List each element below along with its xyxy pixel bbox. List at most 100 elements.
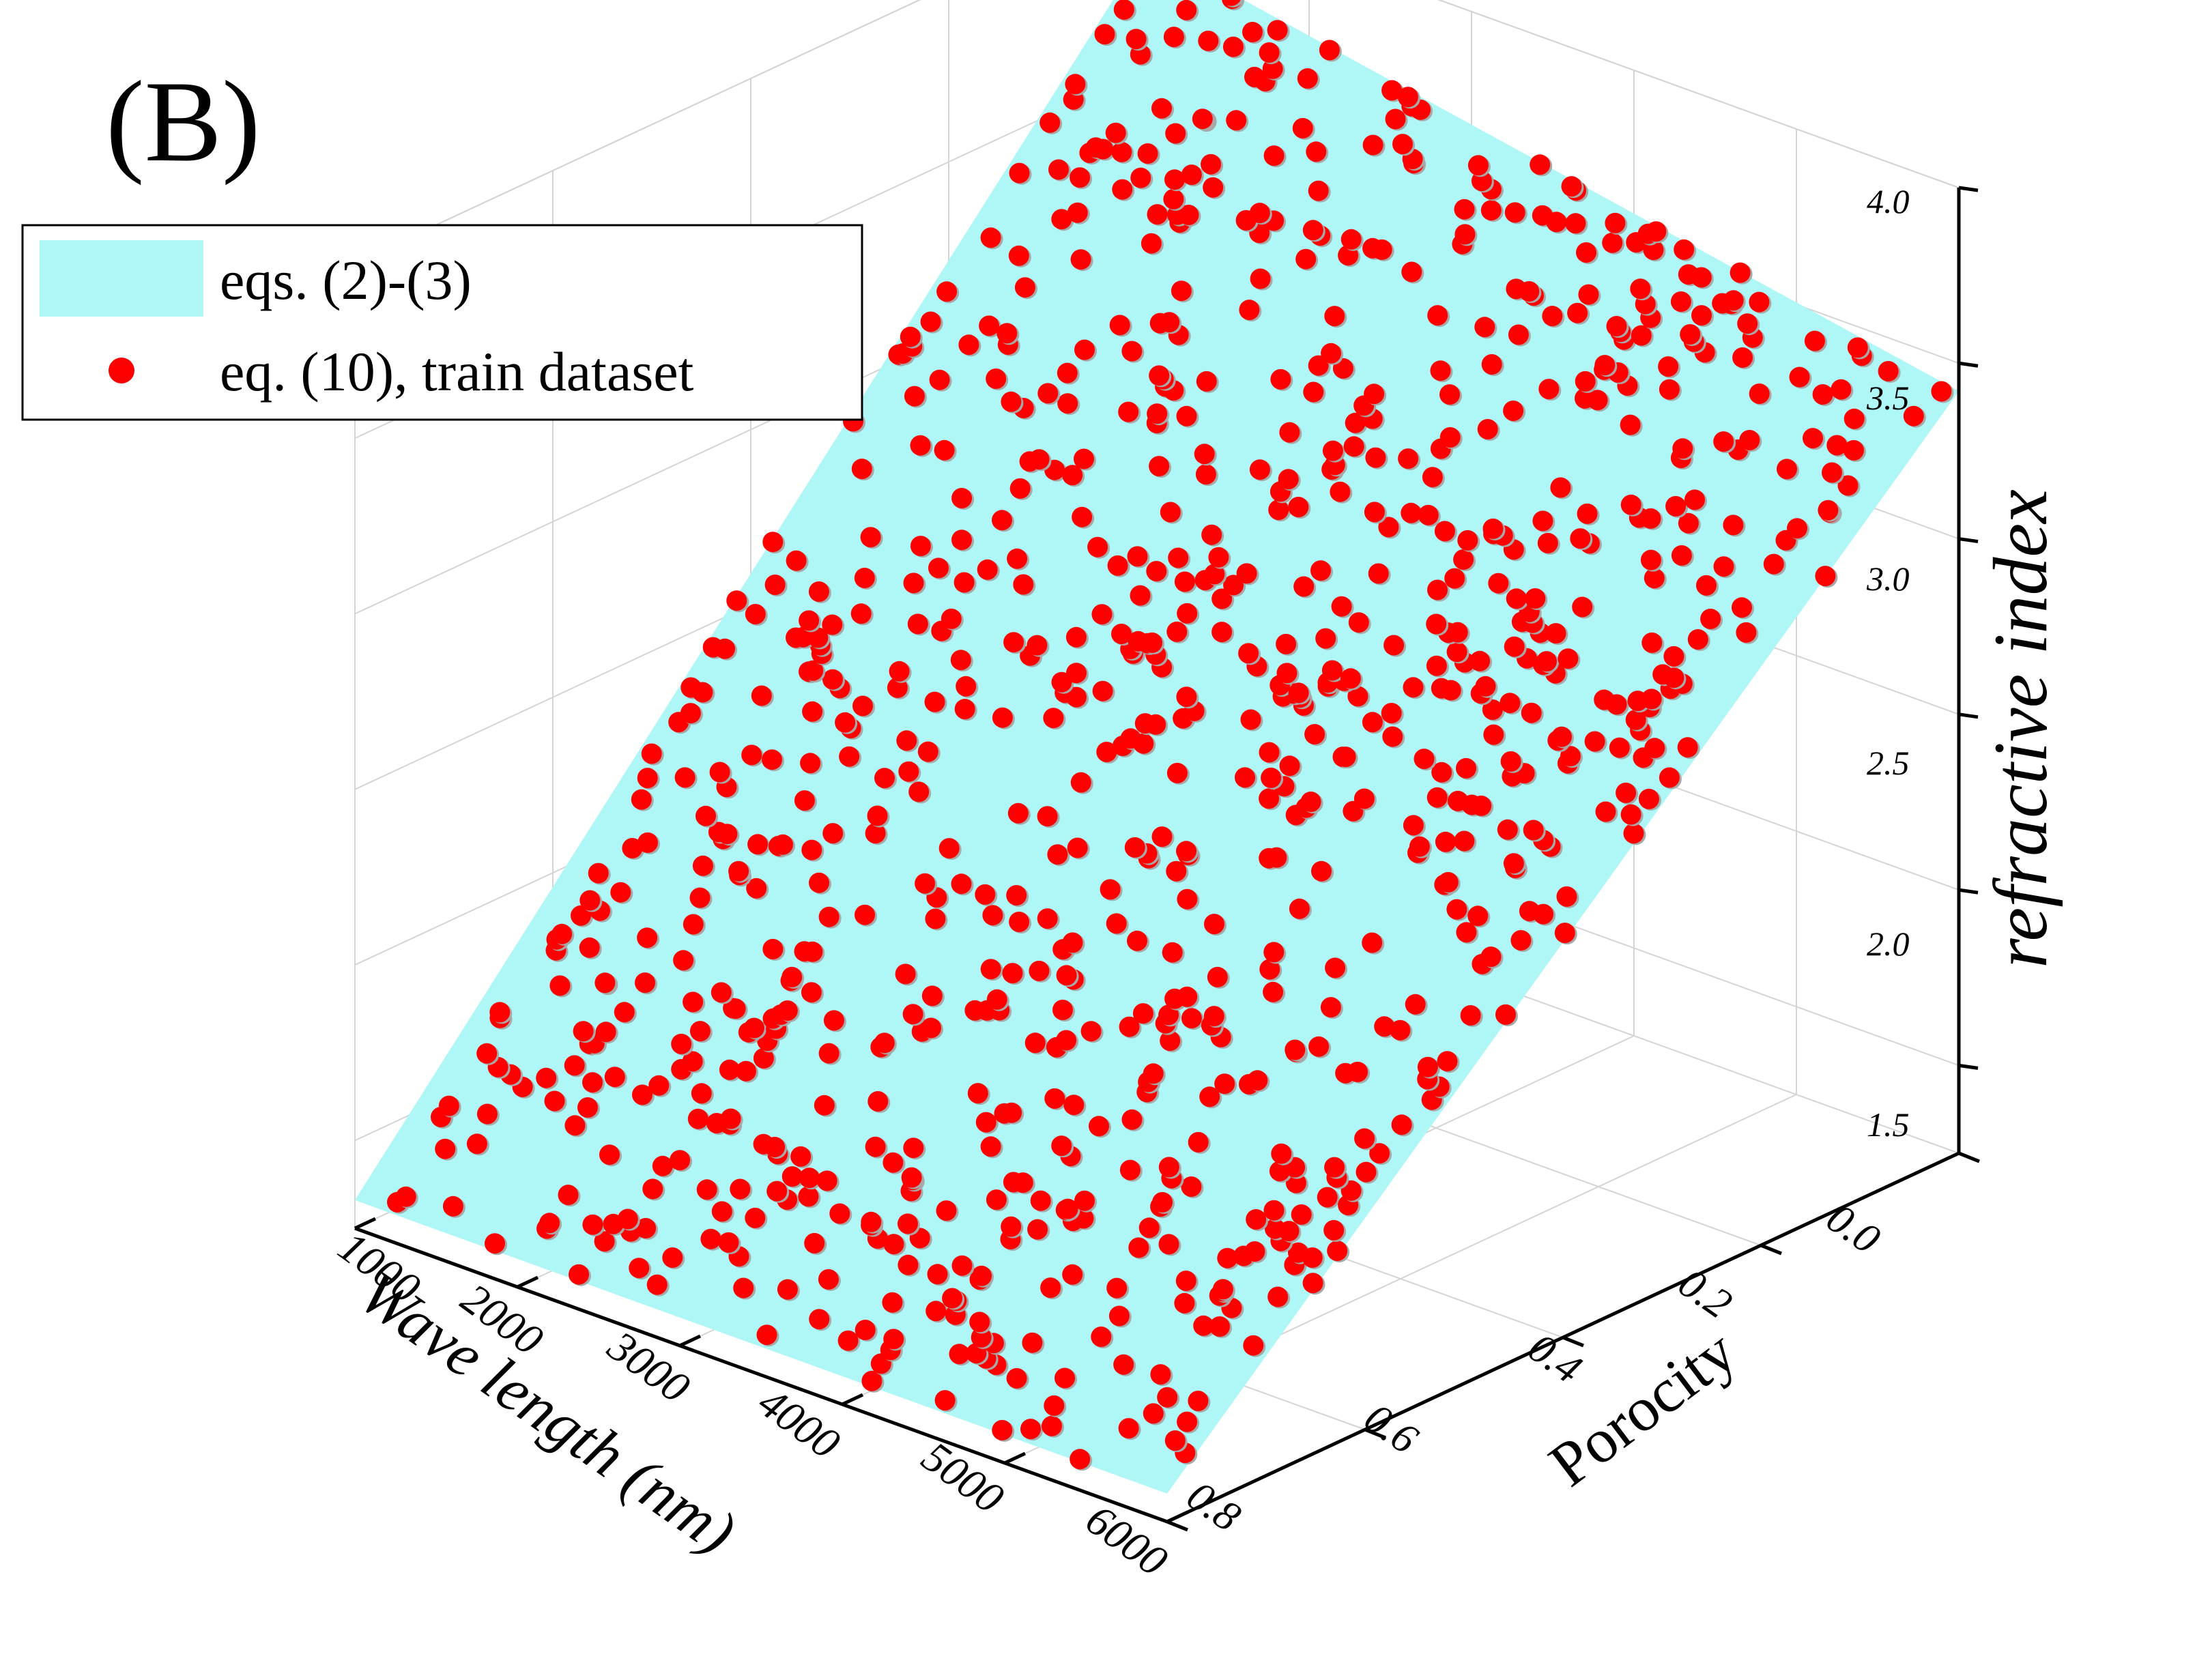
data-point (1195, 464, 1216, 485)
data-point (1444, 568, 1465, 589)
data-point (1638, 788, 1659, 809)
data-point (794, 790, 815, 811)
data-point (1401, 502, 1422, 523)
data-point (986, 1189, 1007, 1211)
data-point (1426, 613, 1447, 635)
data-point (1176, 0, 1197, 20)
data-point (582, 1072, 603, 1093)
data-point (1646, 221, 1667, 242)
data-point (1565, 213, 1586, 234)
data-point (792, 626, 814, 648)
data-point (1113, 0, 1134, 20)
data-point (579, 890, 601, 911)
data-point (928, 557, 949, 579)
data-point (733, 1277, 754, 1299)
data-point (915, 873, 936, 894)
data-point (1826, 435, 1848, 456)
data-point (1246, 1209, 1267, 1230)
data-point (1093, 139, 1114, 160)
data-point (1276, 663, 1297, 684)
data-point (954, 699, 975, 720)
data-point (1163, 27, 1184, 48)
data-point (1556, 886, 1577, 907)
data-point (951, 488, 973, 508)
data-point (1040, 1277, 1061, 1299)
axis-line (1958, 361, 1979, 368)
data-point (1261, 767, 1282, 788)
data-point (1263, 942, 1285, 963)
data-point (1532, 510, 1553, 532)
data-point (898, 1254, 919, 1275)
data-point (1262, 58, 1283, 79)
data-point (1500, 751, 1521, 772)
data-point (1006, 885, 1027, 906)
data-point (1749, 383, 1770, 404)
data-point (896, 730, 917, 751)
grid-line (1437, 0, 1960, 188)
data-point (1266, 847, 1287, 868)
data-point (1837, 475, 1859, 496)
data-point (1584, 731, 1605, 752)
data-point (1665, 495, 1687, 517)
data-point (726, 590, 747, 611)
data-point (837, 1330, 859, 1351)
data-point (1362, 134, 1383, 156)
data-point (1162, 942, 1183, 963)
data-point (1057, 362, 1078, 383)
data-point (822, 614, 843, 635)
data-point (1713, 556, 1734, 577)
data-point (1142, 632, 1162, 653)
data-point (700, 1228, 721, 1249)
data-point (1364, 502, 1385, 523)
data-point (1223, 575, 1244, 596)
data-point (1143, 1063, 1164, 1084)
data-point (648, 1075, 670, 1096)
data-point (582, 1214, 603, 1235)
data-point (1211, 622, 1233, 643)
x-tick-label: 4000 (749, 1378, 848, 1468)
data-point (1181, 164, 1202, 186)
data-point (1606, 694, 1627, 715)
data-point (1687, 629, 1708, 650)
data-point (1843, 439, 1864, 461)
data-point (1427, 579, 1448, 600)
data-point (1119, 1159, 1140, 1181)
data-point (1226, 110, 1247, 131)
data-point (536, 1067, 557, 1088)
data-point (1204, 564, 1225, 585)
data-point (1065, 74, 1086, 95)
data-point (1381, 80, 1403, 101)
data-point (917, 741, 938, 762)
data-point (637, 832, 658, 853)
data-point (1362, 932, 1383, 953)
data-point (1630, 278, 1651, 300)
data-point (1133, 733, 1154, 754)
data-point (762, 749, 782, 770)
data-point (1789, 366, 1810, 388)
data-point (1066, 686, 1087, 708)
data-point (1130, 167, 1151, 188)
data-point (1118, 401, 1139, 422)
data-point (874, 1032, 895, 1054)
surface-eqs-2-3 (355, 0, 1959, 1494)
data-point (818, 1043, 840, 1064)
data-point (764, 575, 786, 595)
data-point (1576, 242, 1596, 263)
y-tick-label: 0.0 (1818, 1195, 1888, 1263)
data-point (1302, 1273, 1323, 1294)
data-point (687, 1108, 708, 1129)
grid-line (354, 0, 921, 263)
data-point (809, 1309, 830, 1330)
data-point (1403, 677, 1424, 698)
data-point (1270, 368, 1291, 390)
data-point (1340, 668, 1361, 689)
data-point (1453, 549, 1474, 570)
data-point (1739, 430, 1760, 450)
data-point (1132, 1003, 1153, 1024)
data-point (692, 682, 713, 703)
data-point (1012, 1172, 1033, 1193)
data-point (1124, 837, 1145, 858)
data-point (908, 781, 930, 802)
data-point (1020, 1419, 1041, 1440)
data-point (1374, 1016, 1395, 1037)
